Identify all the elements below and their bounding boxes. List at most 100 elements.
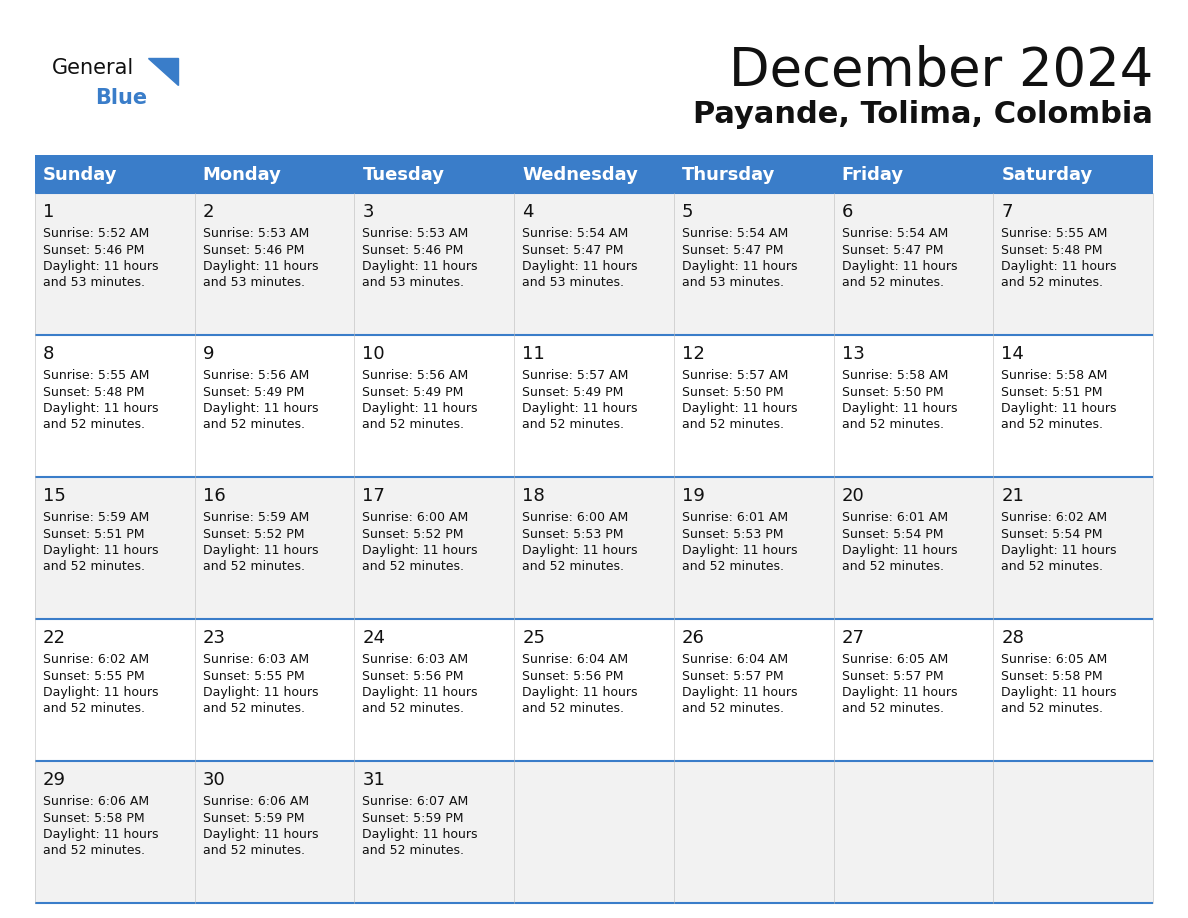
Text: 3: 3: [362, 203, 374, 221]
Text: 2: 2: [203, 203, 214, 221]
Text: 1: 1: [43, 203, 55, 221]
Text: Sunset: 5:56 PM: Sunset: 5:56 PM: [523, 669, 624, 682]
Text: 18: 18: [523, 487, 545, 505]
Text: Sunrise: 5:58 AM: Sunrise: 5:58 AM: [841, 369, 948, 382]
Text: Sunrise: 6:03 AM: Sunrise: 6:03 AM: [203, 653, 309, 666]
Text: Sunset: 5:50 PM: Sunset: 5:50 PM: [682, 386, 783, 398]
Text: Sunset: 5:46 PM: Sunset: 5:46 PM: [362, 243, 463, 256]
Text: Saturday: Saturday: [1001, 166, 1093, 184]
Bar: [34, 155, 1154, 193]
Bar: [34, 761, 195, 903]
Text: Sunrise: 5:56 AM: Sunrise: 5:56 AM: [203, 369, 309, 382]
Bar: [834, 335, 993, 477]
Text: 12: 12: [682, 345, 704, 363]
Text: December 2024: December 2024: [728, 45, 1154, 97]
Text: Daylight: 11 hours: Daylight: 11 hours: [682, 260, 797, 273]
Text: and 53 minutes.: and 53 minutes.: [362, 276, 465, 289]
Text: Sunset: 5:53 PM: Sunset: 5:53 PM: [682, 528, 783, 541]
Text: Sunset: 5:58 PM: Sunset: 5:58 PM: [43, 812, 145, 824]
Text: Monday: Monday: [203, 166, 282, 184]
Text: Sunrise: 6:06 AM: Sunrise: 6:06 AM: [203, 795, 309, 808]
Text: Sunrise: 5:52 AM: Sunrise: 5:52 AM: [43, 227, 150, 240]
Text: and 52 minutes.: and 52 minutes.: [203, 419, 304, 431]
Text: Sunrise: 6:00 AM: Sunrise: 6:00 AM: [362, 511, 469, 524]
Text: 27: 27: [841, 629, 865, 647]
Text: and 52 minutes.: and 52 minutes.: [841, 702, 943, 715]
Text: 9: 9: [203, 345, 214, 363]
Text: Sunset: 5:46 PM: Sunset: 5:46 PM: [203, 243, 304, 256]
Text: Daylight: 11 hours: Daylight: 11 hours: [1001, 402, 1117, 415]
Text: Sunset: 5:57 PM: Sunset: 5:57 PM: [682, 669, 783, 682]
Text: Daylight: 11 hours: Daylight: 11 hours: [203, 828, 318, 841]
Text: and 52 minutes.: and 52 minutes.: [682, 702, 784, 715]
Text: Sunrise: 6:02 AM: Sunrise: 6:02 AM: [43, 653, 150, 666]
Text: Sunset: 5:57 PM: Sunset: 5:57 PM: [841, 669, 943, 682]
Text: and 52 minutes.: and 52 minutes.: [523, 561, 624, 574]
Text: Thursday: Thursday: [682, 166, 776, 184]
Text: Tuesday: Tuesday: [362, 166, 444, 184]
Text: and 52 minutes.: and 52 minutes.: [682, 561, 784, 574]
Bar: [34, 335, 195, 477]
Text: Daylight: 11 hours: Daylight: 11 hours: [43, 402, 158, 415]
Text: and 52 minutes.: and 52 minutes.: [523, 419, 624, 431]
Bar: [993, 335, 1154, 477]
Text: 16: 16: [203, 487, 226, 505]
Text: Sunrise: 6:01 AM: Sunrise: 6:01 AM: [682, 511, 788, 524]
Text: 7: 7: [1001, 203, 1013, 221]
Text: Sunset: 5:51 PM: Sunset: 5:51 PM: [1001, 386, 1102, 398]
Bar: [514, 619, 674, 761]
Text: and 52 minutes.: and 52 minutes.: [523, 702, 624, 715]
Bar: [674, 619, 834, 761]
Text: Sunrise: 5:54 AM: Sunrise: 5:54 AM: [841, 227, 948, 240]
Text: Daylight: 11 hours: Daylight: 11 hours: [841, 686, 958, 699]
Text: 8: 8: [43, 345, 55, 363]
Text: General: General: [52, 58, 134, 78]
Text: Daylight: 11 hours: Daylight: 11 hours: [1001, 686, 1117, 699]
Text: 24: 24: [362, 629, 385, 647]
Text: and 52 minutes.: and 52 minutes.: [682, 419, 784, 431]
Text: Sunrise: 5:57 AM: Sunrise: 5:57 AM: [523, 369, 628, 382]
Bar: [34, 193, 195, 335]
Text: Sunset: 5:54 PM: Sunset: 5:54 PM: [841, 528, 943, 541]
Text: 5: 5: [682, 203, 694, 221]
Bar: [195, 761, 354, 903]
Text: and 53 minutes.: and 53 minutes.: [203, 276, 304, 289]
Text: 30: 30: [203, 771, 226, 789]
Text: Sunset: 5:47 PM: Sunset: 5:47 PM: [523, 243, 624, 256]
Text: Daylight: 11 hours: Daylight: 11 hours: [523, 544, 638, 557]
Bar: [993, 193, 1154, 335]
Text: and 52 minutes.: and 52 minutes.: [203, 845, 304, 857]
Text: 11: 11: [523, 345, 545, 363]
Text: 6: 6: [841, 203, 853, 221]
Bar: [34, 477, 195, 619]
Text: and 52 minutes.: and 52 minutes.: [841, 561, 943, 574]
Text: Sunset: 5:59 PM: Sunset: 5:59 PM: [362, 812, 465, 824]
Text: Sunrise: 5:53 AM: Sunrise: 5:53 AM: [203, 227, 309, 240]
Text: 31: 31: [362, 771, 385, 789]
Bar: [195, 619, 354, 761]
Text: and 52 minutes.: and 52 minutes.: [841, 276, 943, 289]
Text: Daylight: 11 hours: Daylight: 11 hours: [841, 260, 958, 273]
Text: and 52 minutes.: and 52 minutes.: [841, 419, 943, 431]
Text: Sunset: 5:50 PM: Sunset: 5:50 PM: [841, 386, 943, 398]
Text: Daylight: 11 hours: Daylight: 11 hours: [362, 260, 478, 273]
Text: and 52 minutes.: and 52 minutes.: [203, 702, 304, 715]
Text: Daylight: 11 hours: Daylight: 11 hours: [841, 402, 958, 415]
Text: Daylight: 11 hours: Daylight: 11 hours: [43, 686, 158, 699]
Text: Sunset: 5:47 PM: Sunset: 5:47 PM: [682, 243, 783, 256]
Text: Sunrise: 5:56 AM: Sunrise: 5:56 AM: [362, 369, 469, 382]
Bar: [354, 335, 514, 477]
Bar: [993, 477, 1154, 619]
Text: Sunset: 5:49 PM: Sunset: 5:49 PM: [362, 386, 463, 398]
Text: Daylight: 11 hours: Daylight: 11 hours: [362, 686, 478, 699]
Text: Sunset: 5:48 PM: Sunset: 5:48 PM: [1001, 243, 1102, 256]
Text: Sunset: 5:58 PM: Sunset: 5:58 PM: [1001, 669, 1102, 682]
Text: 22: 22: [43, 629, 67, 647]
Text: Sunset: 5:49 PM: Sunset: 5:49 PM: [203, 386, 304, 398]
Text: 23: 23: [203, 629, 226, 647]
Text: 20: 20: [841, 487, 865, 505]
Text: Daylight: 11 hours: Daylight: 11 hours: [43, 828, 158, 841]
Text: and 53 minutes.: and 53 minutes.: [523, 276, 624, 289]
Text: and 52 minutes.: and 52 minutes.: [43, 561, 145, 574]
Text: Friday: Friday: [841, 166, 904, 184]
